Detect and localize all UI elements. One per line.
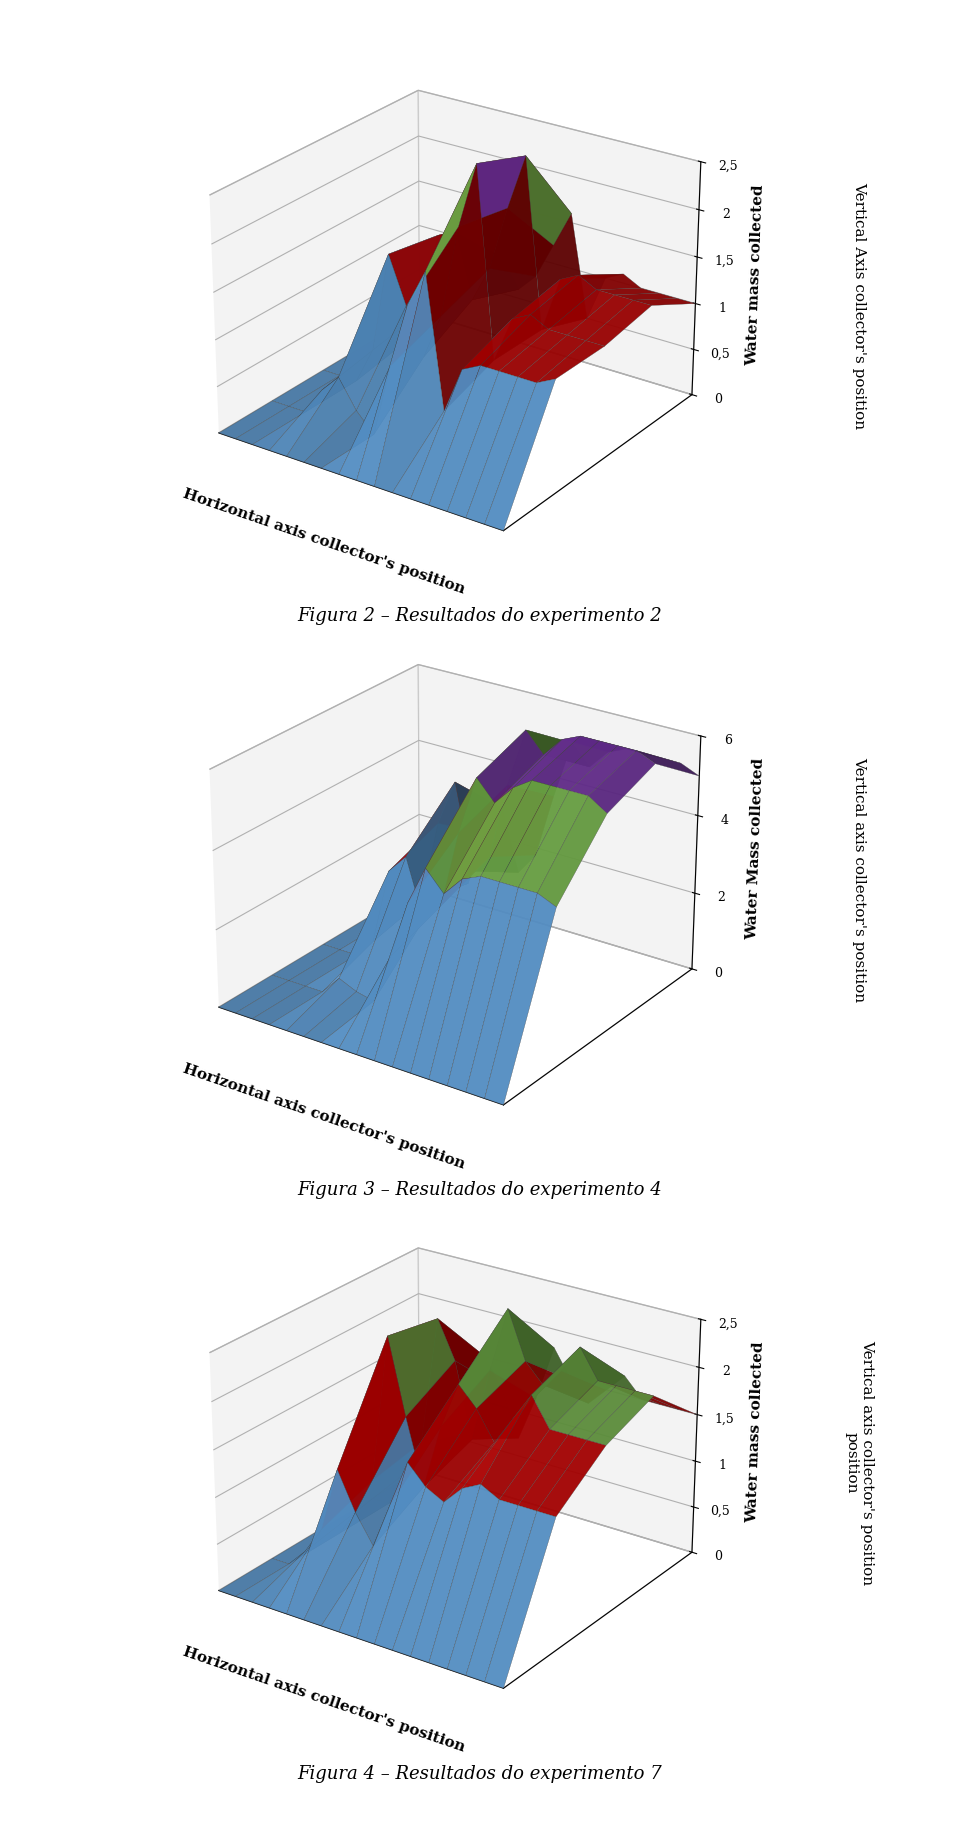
X-axis label: 
Horizontal axis collector's position: Horizontal axis collector's position [180,1046,472,1170]
Text: Vertical axis collector's position
position: Vertical axis collector's position posit… [844,1340,875,1586]
Text: Vertical axis collector's position: Vertical axis collector's position [852,757,866,1003]
X-axis label: 
Horizontal axis collector's position: Horizontal axis collector's position [180,1630,472,1754]
Text: Figura 4 – Resultados do experimento 7: Figura 4 – Resultados do experimento 7 [298,1765,662,1783]
Text: Figura 3 – Resultados do experimento 4: Figura 3 – Resultados do experimento 4 [298,1181,662,1200]
Text: Figura 2 – Resultados do experimento 2: Figura 2 – Resultados do experimento 2 [298,607,662,625]
X-axis label: 
Horizontal axis collector's position: Horizontal axis collector's position [180,472,472,596]
Text: Vertical Axis collector's position: Vertical Axis collector's position [852,182,866,428]
